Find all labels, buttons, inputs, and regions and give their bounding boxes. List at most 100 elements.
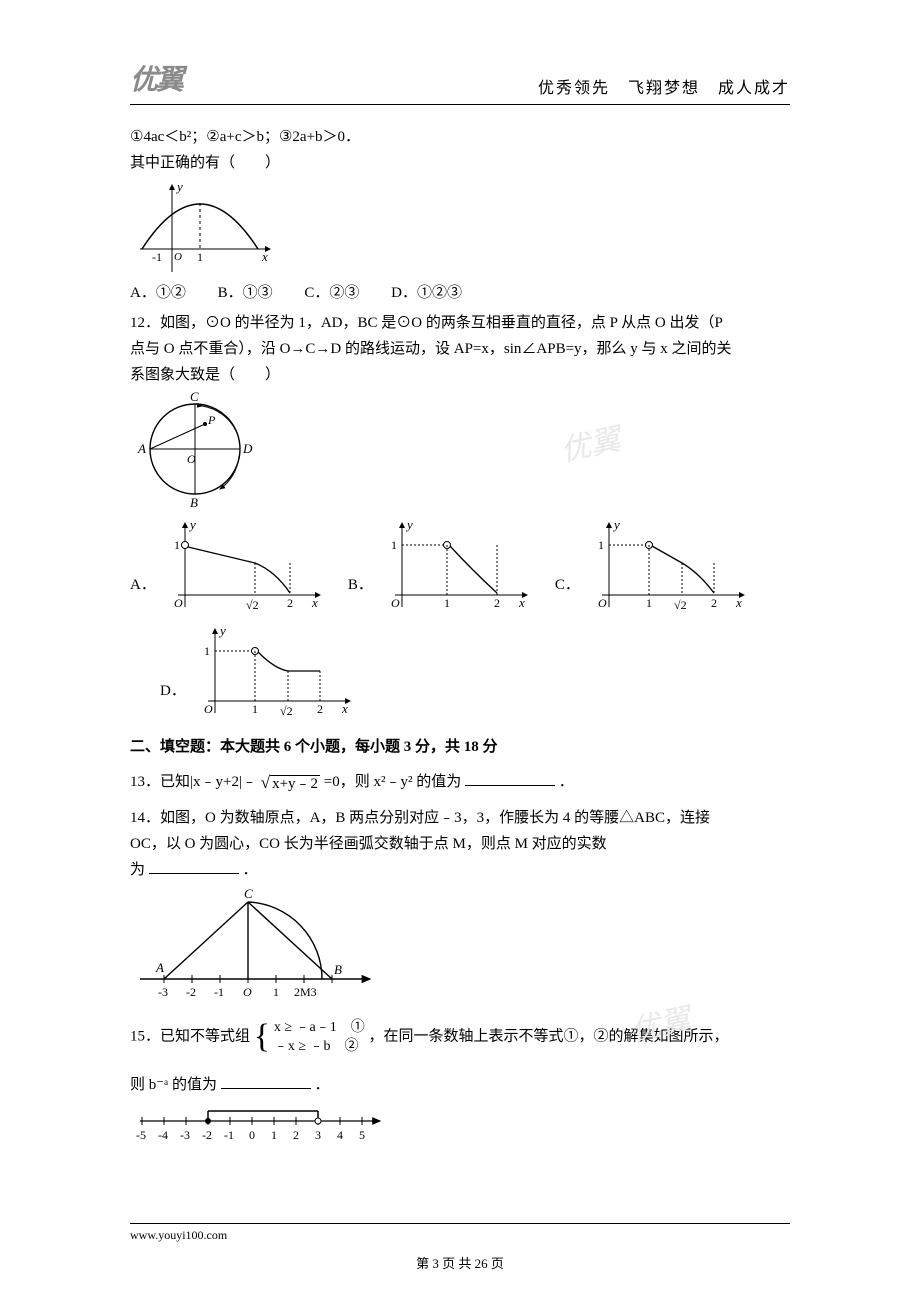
svg-text:-5: -5 bbox=[136, 1128, 146, 1142]
q12-optD-label: D． bbox=[160, 679, 186, 703]
gA-x: x bbox=[311, 595, 318, 610]
gD-t2: √2 bbox=[280, 704, 293, 718]
t-O: O bbox=[243, 985, 252, 999]
svg-text:-4: -4 bbox=[158, 1128, 168, 1142]
q15-numberline: -5 -4 -3 -2 -1 0 1 2 3 4 5 bbox=[130, 1099, 390, 1149]
q12-line1: 12．如图，⊙O 的半径为 1，AD，BC 是⊙O 的两条互相垂直的直径，点 P… bbox=[130, 311, 790, 335]
q14-diagram: -3 -2 -1 O 1 2M3 A B C bbox=[130, 884, 380, 1004]
q12-line3: 系图象大致是（ ） bbox=[130, 363, 790, 387]
q14-l3-suf: ． bbox=[243, 862, 258, 878]
lblC: C bbox=[244, 886, 253, 901]
q11-parabola: -1 1 O x y bbox=[130, 177, 280, 277]
q13-pre: 13．已知|x﹣y+2|﹣ bbox=[130, 774, 257, 790]
gA-t1: √2 bbox=[246, 598, 259, 612]
q12-options-row1: A． 1 O √2 2 x y B． bbox=[130, 515, 790, 615]
gB-y1: 1 bbox=[391, 538, 397, 552]
q15-blank bbox=[221, 1074, 311, 1089]
gA-y: y bbox=[188, 517, 196, 532]
q15-sys1: x ≥ ﹣a﹣1 ① bbox=[274, 1020, 365, 1035]
gC-t2: √2 bbox=[674, 598, 687, 612]
gB-t1: 1 bbox=[444, 596, 450, 610]
q14-l2: OC，以 O 为圆心，CO 长为半径画弧交数轴于点 M，则点 M 对应的实数 bbox=[130, 832, 790, 856]
gD-t3: 2 bbox=[317, 702, 323, 716]
lblA: A bbox=[155, 960, 164, 975]
page-footer: www.youyi100.com 第 3 页 共 26 页 bbox=[130, 1223, 790, 1272]
page-header: 优翼 优秀领先 飞翔梦想 成人成才 bbox=[130, 58, 790, 105]
q14-l1: 14．如图，O 为数轴原点，A，B 两点分别对应﹣3，3，作腰长为 4 的等腰△… bbox=[130, 806, 790, 830]
label-O: O bbox=[187, 452, 196, 466]
gA-t2: 2 bbox=[287, 596, 293, 610]
gC-O: O bbox=[598, 596, 607, 610]
svg-text:1: 1 bbox=[271, 1128, 277, 1142]
t-1: -1 bbox=[214, 985, 224, 999]
q11-prompt: 其中正确的有（ ） bbox=[130, 151, 790, 175]
q12-optB-label: B． bbox=[348, 573, 373, 597]
logo: 优翼 bbox=[130, 58, 182, 98]
svg-text:-3: -3 bbox=[180, 1128, 190, 1142]
q12-line2: 点与 O 点不重合），沿 O→C→D 的路线运动，设 AP=x，sin∠APB=… bbox=[130, 337, 790, 361]
q15: 15．已知不等式组 { x ≥ ﹣a﹣1 ① ﹣x ≥ ﹣b ② ，在同一条数轴… bbox=[130, 1010, 790, 1064]
gA-O: O bbox=[174, 596, 183, 610]
gC-x: x bbox=[735, 595, 742, 610]
svg-text:5: 5 bbox=[359, 1128, 365, 1142]
svg-text:0: 0 bbox=[249, 1128, 255, 1142]
t-2: -2 bbox=[186, 985, 196, 999]
gB-y: y bbox=[405, 517, 413, 532]
q15-pre: 15．已知不等式组 bbox=[130, 1029, 250, 1045]
q11-choice-C: C．②③ bbox=[304, 285, 359, 301]
q11-choices: A．①② B．①③ C．②③ D．①②③ bbox=[130, 281, 790, 305]
q12-optC-label: C． bbox=[555, 573, 580, 597]
gC-t1: 1 bbox=[646, 596, 652, 610]
svg-text:3: 3 bbox=[315, 1128, 321, 1142]
label-A: A bbox=[137, 441, 146, 456]
t1: 1 bbox=[273, 985, 279, 999]
gC-t3: 2 bbox=[711, 596, 717, 610]
gB-x: x bbox=[518, 595, 525, 610]
q13-mid: =0，则 x²﹣y² 的值为 bbox=[324, 774, 461, 790]
q12-graph-D: 1 O 1 √2 2 x y bbox=[190, 621, 360, 721]
q13: 13．已知|x﹣y+2|﹣ √x+y﹣2 =0，则 x²﹣y² 的值为 ． bbox=[130, 769, 790, 796]
q11-statements: ①4ac＜b²；②a+c＞b；③2a+b＞0． bbox=[130, 125, 790, 149]
label-D: D bbox=[242, 441, 253, 456]
gB-O: O bbox=[391, 596, 400, 610]
svg-text:-2: -2 bbox=[202, 1128, 212, 1142]
tick-1: 1 bbox=[197, 250, 203, 264]
label-C: C bbox=[190, 389, 199, 404]
gA-y1: 1 bbox=[174, 538, 180, 552]
footer-url: www.youyi100.com bbox=[130, 1223, 790, 1243]
t-3: -3 bbox=[158, 985, 168, 999]
svg-text:-1: -1 bbox=[224, 1128, 234, 1142]
section2-title: 二、填空题：本大题共 6 个小题，每小题 3 分，共 18 分 bbox=[130, 735, 790, 759]
q14-l3-pre: 为 bbox=[130, 862, 145, 878]
q13-suffix: ． bbox=[559, 774, 574, 790]
q12-graph-C: 1 O 1 √2 2 x y bbox=[584, 515, 754, 615]
tM: 2M3 bbox=[294, 985, 317, 999]
x-axis-label: x bbox=[261, 249, 268, 264]
q15-post: ，在同一条数轴上表示不等式①，②的解集如图所示， bbox=[369, 1029, 729, 1045]
footer-page: 第 3 页 共 26 页 bbox=[130, 1253, 790, 1272]
gC-y: y bbox=[612, 517, 620, 532]
origin-O: O bbox=[174, 251, 182, 263]
q12-graph-A: 1 O √2 2 x y bbox=[160, 515, 330, 615]
gD-y1: 1 bbox=[204, 644, 210, 658]
y-axis-label: y bbox=[175, 179, 183, 194]
q11-choice-A: A．①② bbox=[130, 285, 186, 301]
svg-text:4: 4 bbox=[337, 1128, 343, 1142]
q13-blank bbox=[465, 771, 555, 786]
q12-optA-label: A． bbox=[130, 573, 156, 597]
q14-blank bbox=[149, 859, 239, 874]
q15-sys2: ﹣x ≥ ﹣b ② bbox=[274, 1039, 359, 1054]
gC-y1: 1 bbox=[598, 538, 604, 552]
q15-l2-pre: 则 b⁻ᵃ 的值为 bbox=[130, 1077, 217, 1093]
lblB: B bbox=[334, 962, 342, 977]
q11-choice-D: D．①②③ bbox=[391, 285, 462, 301]
q12-graph-B: 1 O 1 2 x y bbox=[377, 515, 537, 615]
motto: 优秀领先 飞翔梦想 成人成才 bbox=[538, 74, 790, 98]
gD-y: y bbox=[218, 623, 226, 638]
tick-neg1: -1 bbox=[152, 250, 162, 264]
q11-choice-B: B．①③ bbox=[218, 285, 273, 301]
q15-l2: 则 b⁻ᵃ 的值为 ． bbox=[130, 1073, 790, 1097]
gD-t1: 1 bbox=[252, 702, 258, 716]
gD-O: O bbox=[204, 702, 213, 716]
svg-text:2: 2 bbox=[293, 1128, 299, 1142]
